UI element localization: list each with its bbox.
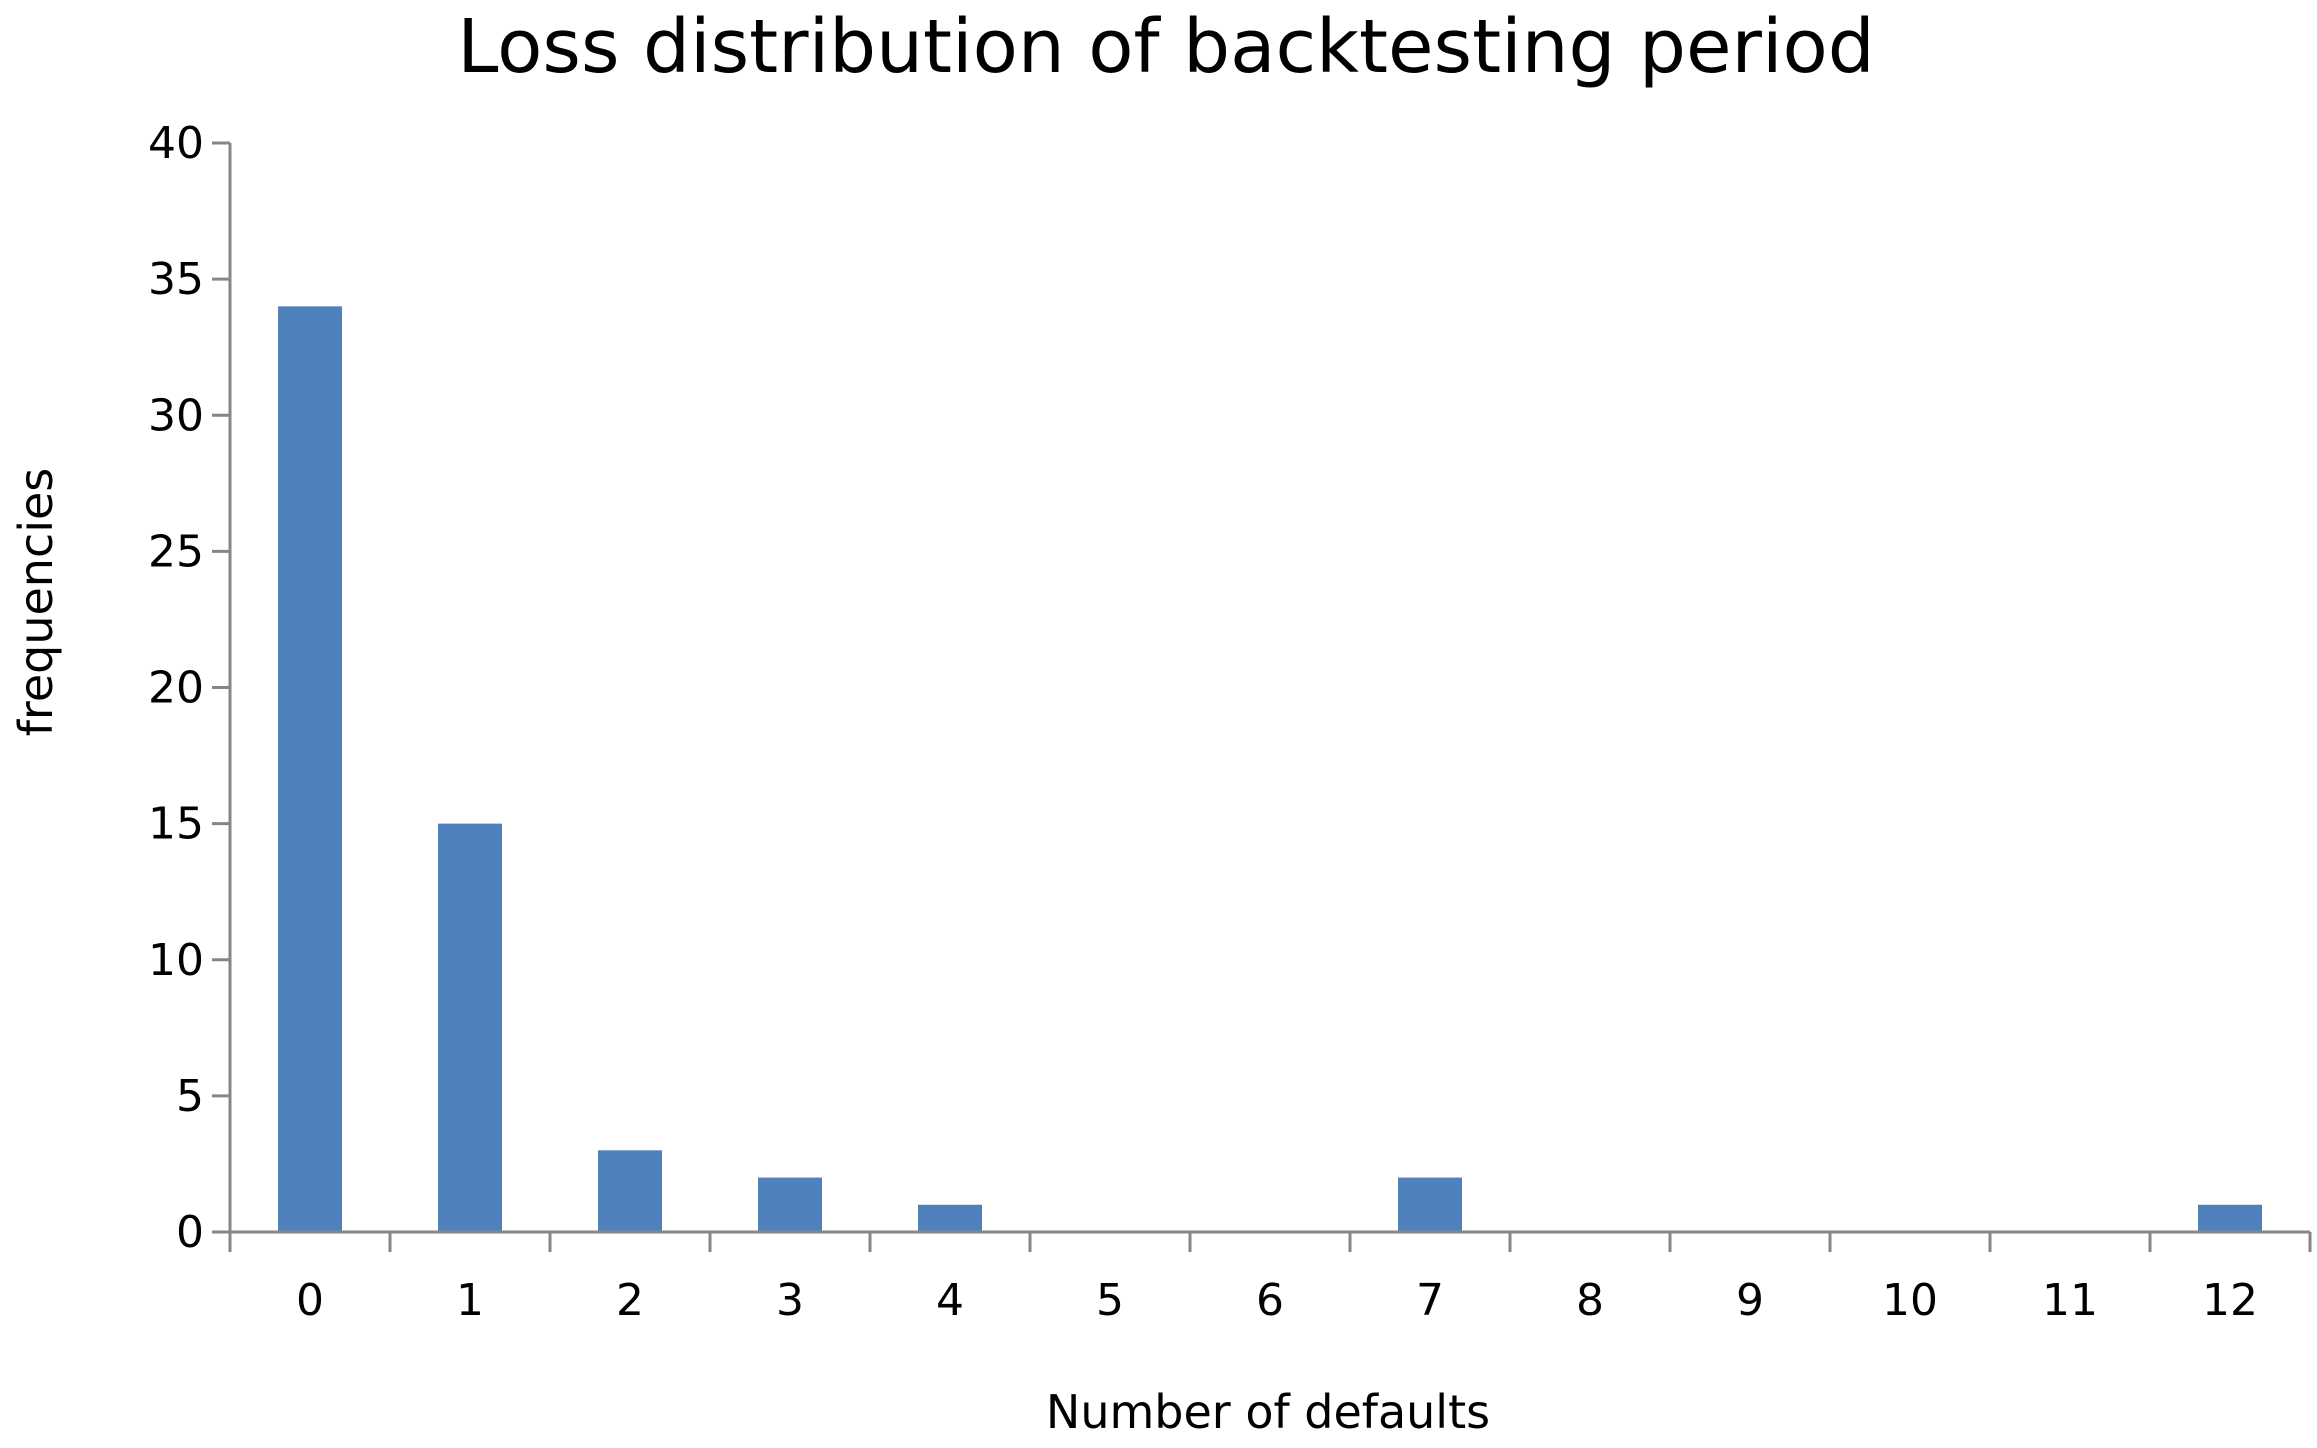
x-tick-label: 9: [1736, 1275, 1764, 1326]
x-tick-label: 7: [1416, 1275, 1444, 1326]
y-tick-label: 5: [176, 1071, 204, 1122]
x-tick-label: 10: [1882, 1275, 1938, 1326]
bar: [2198, 1204, 2262, 1232]
y-tick-label: 0: [176, 1207, 204, 1258]
bar: [918, 1204, 982, 1232]
x-tick-label: 1: [456, 1275, 484, 1326]
bar: [1398, 1177, 1462, 1232]
x-tick-label: 3: [776, 1275, 804, 1326]
bar: [598, 1150, 662, 1232]
y-axis-ticks: 0 5 10 15 20 25 30 35 40: [148, 118, 230, 1258]
y-axis-title: frequencies: [9, 468, 63, 737]
x-tick-label: 5: [1096, 1275, 1124, 1326]
y-tick-label: 40: [148, 118, 204, 169]
x-tick-label: 6: [1256, 1275, 1284, 1326]
bars: [278, 306, 2262, 1233]
y-tick-label: 25: [148, 526, 204, 577]
x-tick-label: 0: [296, 1275, 324, 1326]
y-tick-label: 15: [148, 799, 204, 850]
x-axis-ticks: 0 1 2 3 4 5 6 7 8 9 10 11 12: [228, 1232, 2312, 1326]
bar: [758, 1177, 822, 1232]
x-tick-label: 2: [616, 1275, 644, 1326]
x-tick-label: 8: [1576, 1275, 1604, 1326]
bar: [438, 823, 502, 1232]
chart-title: Loss distribution of backtesting period: [457, 4, 1875, 90]
x-tick-label: 12: [2202, 1275, 2258, 1326]
x-axis-title: Number of defaults: [1046, 1385, 1490, 1439]
x-tick-label: 11: [2042, 1275, 2098, 1326]
y-tick-label: 20: [148, 663, 204, 714]
y-tick-label: 10: [148, 935, 204, 986]
y-tick-label: 35: [148, 254, 204, 305]
y-tick-label: 30: [148, 390, 204, 441]
bar: [278, 306, 342, 1233]
x-tick-label: 4: [936, 1275, 964, 1326]
